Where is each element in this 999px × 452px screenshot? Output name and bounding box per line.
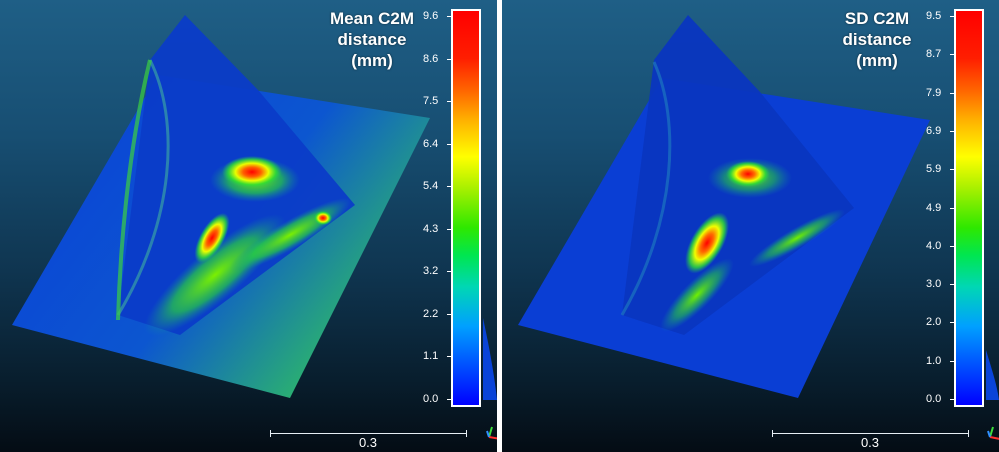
scale-bar-cap bbox=[772, 430, 773, 437]
colorbar-tick-mark bbox=[447, 101, 451, 103]
colorbar-tick-label: 6.9 bbox=[926, 124, 942, 137]
colorbar-tick-label: 7.9 bbox=[926, 86, 942, 99]
colorbar bbox=[451, 9, 481, 407]
scale-bar bbox=[772, 433, 968, 434]
right-3d-view[interactable]: SD C2M distance (mm) 9.5 8.7 7.9 6.9 5.9 4.9 4… bbox=[502, 0, 999, 452]
colorbar bbox=[954, 9, 984, 407]
colorbar-title-line: (mm) bbox=[351, 51, 393, 70]
colorbar-title: Mean C2M distance (mm) bbox=[322, 8, 422, 71]
colorbar-title-line: (mm) bbox=[856, 51, 898, 70]
colorbar-tick-mark bbox=[447, 16, 451, 17]
hotspot bbox=[726, 161, 770, 187]
colorbar-tick-mark bbox=[950, 284, 954, 286]
colorbar-tick-mark bbox=[447, 399, 451, 400]
left-3d-view[interactable]: Mean C2M distance (mm) 9.6 8.6 7.5 6.4 5.4 4.… bbox=[0, 0, 497, 452]
panel-divider bbox=[497, 0, 502, 452]
colorbar-tick-label: 5.4 bbox=[423, 180, 439, 193]
mound-ridge bbox=[620, 61, 672, 316]
scale-bar-cap bbox=[270, 430, 271, 437]
colorbar-tick-label: 1.0 bbox=[926, 354, 942, 367]
colorbar-tick-mark bbox=[447, 313, 451, 315]
axis-triad-icon bbox=[987, 426, 999, 440]
colorbar-tick-mark bbox=[447, 58, 451, 60]
mound-edge-highlight bbox=[116, 59, 152, 321]
scale-label: 0.3 bbox=[860, 435, 880, 450]
colorbar-tick-label: 7.5 bbox=[423, 95, 439, 108]
colorbar-tick-mark bbox=[447, 143, 451, 145]
colorbar-tick-mark bbox=[950, 130, 954, 132]
colorbar-tick-mark bbox=[950, 207, 954, 209]
histogram-sliver bbox=[483, 318, 497, 400]
axis-triad-icon bbox=[486, 426, 497, 440]
colorbar-title-line: SD C2M bbox=[844, 9, 910, 28]
colorbar-tick-label: 4.9 bbox=[926, 201, 942, 214]
colorbar-tick-mark bbox=[950, 92, 954, 94]
colorbar-tick-mark bbox=[447, 186, 451, 188]
scale-label: 0.3 bbox=[358, 435, 378, 450]
colorbar-tick-label: 0.0 bbox=[926, 393, 942, 405]
hotspot bbox=[222, 156, 282, 188]
colorbar-tick-label: 8.6 bbox=[423, 52, 439, 65]
scale-bar-cap bbox=[466, 430, 467, 437]
green-band bbox=[749, 209, 845, 267]
colorbar-tick-mark bbox=[447, 271, 451, 273]
colorbar-tick-label: 5.9 bbox=[926, 163, 942, 176]
colorbar-tick-label: 0.0 bbox=[423, 393, 439, 405]
colorbar-tick-mark bbox=[950, 54, 954, 56]
colorbar-title-line: Mean C2M bbox=[329, 9, 415, 28]
hotspot bbox=[685, 212, 729, 274]
scale-bar bbox=[270, 433, 466, 434]
colorbar-tick-mark bbox=[447, 228, 451, 230]
colorbar-tick-mark bbox=[950, 322, 954, 324]
colorbar-title: SD C2M distance (mm) bbox=[827, 8, 927, 71]
colorbar-tick-mark bbox=[950, 16, 954, 17]
colorbar-tick-mark bbox=[950, 245, 954, 247]
hotspot bbox=[314, 211, 332, 225]
colorbar-tick-label: 8.7 bbox=[926, 48, 942, 61]
mound-ridge bbox=[116, 59, 170, 316]
colorbar-tick-label: 4.3 bbox=[423, 222, 439, 235]
mean-c2m-surface-render[interactable] bbox=[0, 0, 497, 452]
colorbar-title-line: distance bbox=[842, 30, 912, 49]
colorbar-tick-label: 3.0 bbox=[926, 278, 942, 291]
colorbar-tick-mark bbox=[447, 356, 451, 358]
colorbar-tick-mark bbox=[950, 169, 954, 171]
colorbar-tick-label: 6.4 bbox=[423, 137, 439, 150]
colorbar-tick-mark bbox=[950, 399, 954, 400]
colorbar-tick-label: 9.5 bbox=[926, 10, 942, 22]
colorbar-tick-label: 1.1 bbox=[423, 350, 439, 363]
colorbar-title-line: distance bbox=[337, 30, 407, 49]
green-band bbox=[660, 258, 734, 332]
sd-c2m-surface-render[interactable] bbox=[502, 0, 999, 452]
colorbar-tick-label: 9.6 bbox=[423, 10, 439, 22]
hotspot bbox=[194, 213, 230, 263]
colorbar-tick-label: 4.0 bbox=[926, 239, 942, 252]
colorbar-tick-mark bbox=[950, 360, 954, 362]
colorbar-tick-label: 2.0 bbox=[926, 316, 942, 329]
scale-bar-cap bbox=[968, 430, 969, 437]
colorbar-tick-label: 2.2 bbox=[423, 307, 439, 320]
histogram-sliver bbox=[986, 350, 999, 400]
colorbar-tick-label: 3.2 bbox=[423, 265, 439, 278]
